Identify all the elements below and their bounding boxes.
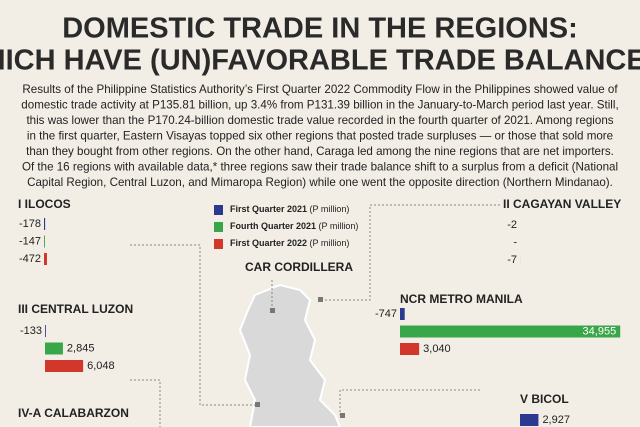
title: WHICH HAVE (UN)FAVORABLE TRADE BALANCES?	[0, 45, 640, 77]
region-name: I ILOCOS	[18, 197, 71, 211]
value-label: -472	[19, 253, 41, 265]
legend-name: First Quarter 2021	[230, 204, 310, 214]
value-label: 34,955	[583, 325, 617, 337]
value-label: -133	[20, 325, 42, 337]
bar	[44, 253, 47, 265]
legend-swatch	[214, 239, 223, 249]
value-label: 2,845	[67, 342, 95, 354]
bar	[44, 218, 46, 230]
legend-unit: (P million)	[310, 204, 350, 214]
body-line: Capital Region, Central Luzon, and Mimar…	[27, 176, 613, 189]
legend-name: First Quarter 2022	[230, 238, 310, 248]
body-line: than they bought from other regions. On …	[26, 145, 614, 158]
legend-swatch	[214, 222, 223, 232]
value-label: -147	[19, 235, 41, 247]
value-label: 2,927	[542, 414, 570, 426]
map	[130, 204, 500, 427]
legend-unit: (P million)	[310, 238, 350, 248]
region-name: CAR CORDILLERA	[245, 260, 353, 274]
legend-label: First Quarter 2022 (P million)	[230, 238, 349, 248]
bar	[520, 414, 539, 426]
bar	[45, 325, 46, 337]
value-label: 3,040	[423, 343, 451, 355]
region-name: III CENTRAL LUZON	[18, 302, 133, 316]
legend-swatch	[214, 205, 223, 215]
value-label: -178	[19, 218, 41, 230]
region-name: II CAGAYAN VALLEY	[503, 197, 621, 211]
legend-unit: (P million)	[319, 221, 359, 231]
bar	[45, 360, 84, 372]
legend-label: First Quarter 2021 (P million)	[230, 204, 349, 214]
body-line: Of the 16 regions with available data,* …	[22, 161, 618, 174]
bar	[45, 342, 63, 355]
body-line: domestic trade activity at P135.81 billi…	[21, 99, 618, 112]
bar	[44, 235, 45, 248]
value-label: -	[513, 236, 517, 248]
body-line: Results of the Philippine Statistics Aut…	[22, 83, 618, 96]
bar	[400, 325, 621, 338]
value-label: -7	[507, 254, 517, 266]
region-name: NCR METRO MANILA	[400, 292, 523, 306]
value-label: -2	[507, 219, 517, 231]
region-name: V BICOL	[520, 392, 569, 406]
legend-label: Fourth Quarter 2021 (P million)	[230, 221, 358, 231]
bar	[400, 308, 405, 320]
legend-name: Fourth Quarter 2021	[230, 221, 319, 231]
value-label: -747	[375, 308, 397, 320]
body-line: this was lower than the P170.24-billion …	[26, 114, 613, 127]
title: DOMESTIC TRADE IN THE REGIONS:	[62, 13, 578, 45]
region-name: IV-A CALABARZON	[18, 406, 129, 420]
bar	[400, 343, 420, 355]
value-label: 6,048	[87, 360, 115, 372]
body-line: in the first quarter, Eastern Visayas to…	[27, 130, 613, 143]
